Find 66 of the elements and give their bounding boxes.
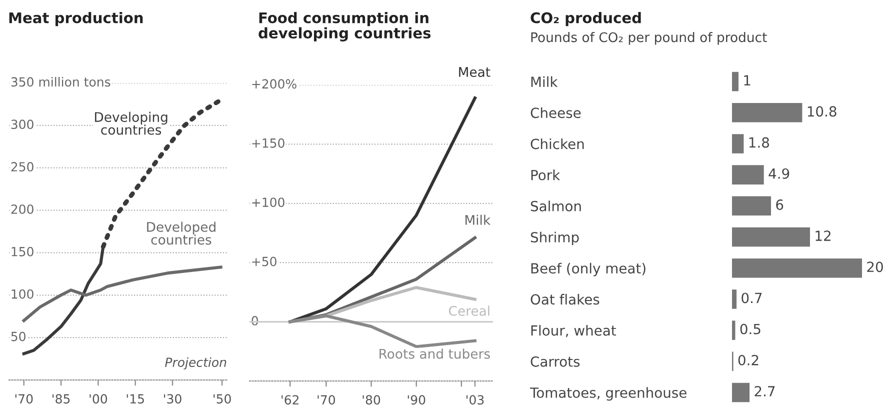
annotation: Projection <box>165 357 226 370</box>
bar <box>732 382 750 402</box>
x-tick-label: '15 <box>126 394 144 404</box>
y-tick-label: 350 million tons <box>11 76 110 87</box>
y-tick-label: Oat flakes <box>530 294 600 305</box>
text: CO₂ produced <box>530 12 641 26</box>
x-tick-label: '03 <box>466 395 484 405</box>
y-tick-label: +200% <box>252 79 296 89</box>
y-tick-label: +50 <box>252 256 276 266</box>
bar <box>732 290 737 309</box>
data-label: 20 <box>867 262 883 272</box>
x-tick-label: '85 <box>52 394 70 404</box>
y-tick-label: 100 <box>12 289 34 299</box>
data-label: 1.8 <box>749 137 770 148</box>
data-label: 6 <box>776 199 784 210</box>
data-label: 0.5 <box>740 324 760 334</box>
data-label: 2.7 <box>754 386 775 396</box>
y-tick-label: 150 <box>12 246 34 256</box>
bar <box>732 165 764 184</box>
x-tick-label: '00 <box>90 394 108 404</box>
y-tick-label: Pork <box>531 170 560 180</box>
x-tick-label: '50 <box>214 394 231 404</box>
data-label: 12 <box>816 230 830 241</box>
y-tick-label: Tomatoes, greenhouse <box>530 387 686 401</box>
data-label: 1 <box>744 75 750 86</box>
data-label: 0.2 <box>738 354 758 366</box>
y-tick-label: 250 <box>11 162 34 172</box>
y-tick-label: Milk <box>531 76 558 87</box>
data-label: 0.7 <box>742 292 762 304</box>
series-label: Meat <box>459 67 490 77</box>
chart-subtitle: Pounds of CO₂ per pound of product <box>531 32 767 45</box>
series-label: Milk <box>466 214 491 225</box>
y-tick-label: +150 <box>252 138 284 148</box>
bar <box>732 258 862 278</box>
bar <box>732 196 771 216</box>
series-label: Roots and tubers <box>380 348 490 359</box>
series-label: Developed countries <box>147 222 216 245</box>
data-label: 4.9 <box>768 168 790 179</box>
data-label: 10.8 <box>808 106 836 117</box>
x-tick-label: '62 <box>282 395 299 405</box>
text: Developing countries <box>95 112 168 135</box>
y-tick-label: Chicken <box>530 138 584 150</box>
bar <box>732 134 744 154</box>
y-tick-label: Flour, wheat <box>531 324 616 338</box>
y-tick-label: Carrots <box>530 356 580 367</box>
y-tick-label: +100 <box>252 198 284 208</box>
y-tick-label: Salmon <box>530 200 581 212</box>
bar <box>732 227 810 247</box>
line-series <box>288 314 476 348</box>
y-tick-label: 50 <box>11 332 26 342</box>
y-tick-label: 300 <box>11 120 34 130</box>
bar <box>732 72 738 92</box>
chart-title: Meat production <box>9 12 143 26</box>
series-label: Cereal <box>448 306 490 316</box>
bar <box>732 103 802 122</box>
x-tick-label: '30 <box>164 394 182 404</box>
bar <box>732 320 736 340</box>
y-tick-label: Shrimp <box>530 232 579 246</box>
chart-title: Food consumption in developing countries <box>258 12 431 42</box>
y-tick-label: Beef (only meat) <box>531 262 646 276</box>
y-tick-label: Cheese <box>530 107 581 118</box>
x-tick-label: '80 <box>362 395 380 405</box>
y-tick-label: 200 <box>11 204 34 214</box>
x-tick-label: '70 <box>318 395 335 405</box>
x-tick-label: '70 <box>15 394 33 404</box>
x-tick-label: '90 <box>408 395 426 405</box>
